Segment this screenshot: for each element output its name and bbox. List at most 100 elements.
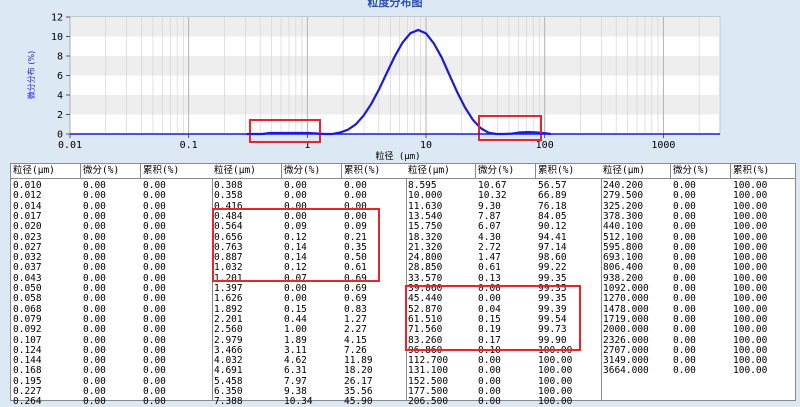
table-cell: 0.144 [13, 355, 42, 367]
table-cell: 0.00 [673, 180, 696, 191]
table-cell: 0.00 [143, 386, 166, 397]
particle-size-chart: 粒度分布图 0 2 4 6 8 10 12 0.01 0.1 1 10 100 1000 微分分布 (… [26, 0, 721, 162]
table-cell: 0.83 [344, 303, 367, 315]
table-cell: 0.00 [143, 375, 166, 387]
table-cell: 0.00 [83, 324, 106, 336]
table-cell: 100.00 [538, 355, 573, 367]
table-cell: 0.00 [673, 303, 696, 315]
table-row: 440.100 0.00 100.00 [601, 221, 795, 232]
table-cell: 6.31 [284, 365, 307, 377]
table-cell: 0.00 [143, 344, 166, 356]
table-cell: 9.38 [284, 386, 307, 397]
table-cell: 0.00 [478, 355, 501, 367]
table-row: 11.630 9.30 76.18 [406, 201, 601, 212]
table-cell: 0.00 [673, 313, 696, 325]
table-column-group: 粒径(μm) 微分(%) 累积(%) 0.010 0.00 0.00 0.012 0.00 0.… [11, 164, 213, 407]
table-row: 0.358 0.00 0.00 [212, 190, 406, 201]
table-cell: 11.89 [344, 355, 373, 367]
table-cell: 100.00 [733, 262, 768, 274]
table-row: 0.058 0.00 0.00 [11, 293, 212, 304]
table-cell: 13.540 [408, 210, 443, 222]
table-row: 0.043 0.00 0.00 [11, 273, 212, 284]
table-row: 0.168 0.00 0.00 [11, 365, 212, 376]
table-row: 4.691 6.31 18.20 [212, 365, 406, 376]
table-row: 0.010 0.00 0.00 [11, 180, 212, 191]
header-cell: 累积(%) [538, 165, 575, 176]
table-cell: 0.00 [478, 375, 501, 387]
table-cell: 0.00 [143, 303, 166, 315]
table-row: 0.144 0.00 0.00 [11, 355, 212, 366]
table-cell: 0.00 [83, 190, 106, 202]
header-cell: 微分(%) [284, 165, 321, 176]
table-row: 1092.000 0.00 100.00 [601, 283, 795, 294]
table-cell: 0.00 [83, 221, 106, 233]
header-cell: 粒径(μm) [13, 165, 55, 176]
y-tick-label: 10 [51, 32, 63, 43]
table-cell: 0.00 [673, 252, 696, 264]
table-row: 206.500 0.00 100.00 [406, 396, 601, 407]
table-cell: 0.00 [284, 190, 307, 202]
table-cell: 0.00 [284, 180, 307, 191]
table-cell: 0.00 [143, 200, 166, 212]
table-cell: 0.00 [673, 283, 696, 294]
table-cell: 0.50 [344, 252, 367, 264]
table-cell: 0.00 [143, 272, 166, 284]
x-tick-label: 10 [420, 140, 432, 151]
table-cell: 0.00 [143, 396, 166, 407]
table-cell: 100.00 [733, 221, 768, 233]
table-cell: 2.27 [344, 324, 367, 336]
table-row: 0.227 0.00 0.00 [11, 386, 212, 397]
table-cell: 76.18 [538, 200, 567, 212]
table-cell: 100.00 [733, 344, 768, 356]
table-row: 0.032 0.00 0.00 [11, 252, 212, 263]
table-row: 0.014 0.00 0.00 [11, 201, 212, 212]
table-cell: 0.043 [13, 272, 42, 284]
header-separator [670, 164, 671, 178]
table-cell: 4.62 [284, 355, 307, 367]
table-cell: 6.07 [478, 221, 501, 233]
table-cell: 440.100 [603, 221, 644, 233]
table-cell: 2326.000 [603, 334, 649, 346]
table-row: 0.107 0.00 0.00 [11, 335, 212, 346]
table-cell: 0.264 [13, 396, 42, 407]
plot-band [70, 56, 720, 76]
table-row: 15.750 6.07 90.12 [406, 221, 601, 232]
table-cell: 10.34 [284, 396, 313, 407]
table-cell: 0.00 [143, 334, 166, 346]
table-row: 13.540 7.87 84.05 [406, 211, 601, 222]
table-cell: 0.00 [83, 200, 106, 212]
table-column-group: 粒径(μm) 微分(%) 累积(%) 240.200 0.00 100.00 279.500… [601, 164, 795, 400]
table-row: 10.000 10.32 66.89 [406, 190, 601, 201]
table-row: 3149.000 0.00 100.00 [601, 355, 795, 366]
table-cell: 0.484 [214, 210, 243, 222]
table-cell: 2000.000 [603, 324, 649, 336]
table-cell: 99.39 [538, 303, 567, 315]
table-cell: 100.00 [733, 334, 768, 346]
table-cell: 1.397 [214, 283, 243, 294]
header-separator [341, 164, 342, 178]
table-cell: 3.11 [284, 344, 307, 356]
table-cell: 0.00 [143, 241, 166, 253]
table-row: 0.416 0.00 0.00 [212, 201, 406, 212]
table-cell: 0.04 [478, 303, 501, 315]
y-tick-label: 2 [57, 110, 63, 121]
table-row: 0.068 0.00 0.00 [11, 304, 212, 315]
table-cell: 0.010 [13, 180, 42, 191]
table-cell: 0.00 [344, 200, 367, 212]
table-row: 21.320 2.72 97.14 [406, 242, 601, 253]
table-cell: 0.358 [214, 190, 243, 202]
table-cell: 61.510 [408, 313, 443, 325]
table-cell: 0.61 [344, 262, 367, 274]
data-table: 粒径(μm) 微分(%) 累积(%) 0.010 0.00 0.00 0.012 0.00 0.… [10, 163, 796, 407]
table-cell: 0.068 [13, 303, 42, 315]
table-cell: 0.35 [344, 241, 367, 253]
table-cell: 100.00 [733, 313, 768, 325]
table-cell: 0.00 [83, 386, 106, 397]
table-row: 112.700 0.00 100.00 [406, 355, 601, 366]
table-row: 0.484 0.00 0.00 [212, 211, 406, 222]
table-cell: 1.89 [284, 334, 307, 346]
table-row: 240.200 0.00 100.00 [601, 180, 795, 191]
table-cell: 0.00 [673, 324, 696, 336]
table-cell: 9.30 [478, 200, 501, 212]
table-row: 0.124 0.00 0.00 [11, 345, 212, 356]
